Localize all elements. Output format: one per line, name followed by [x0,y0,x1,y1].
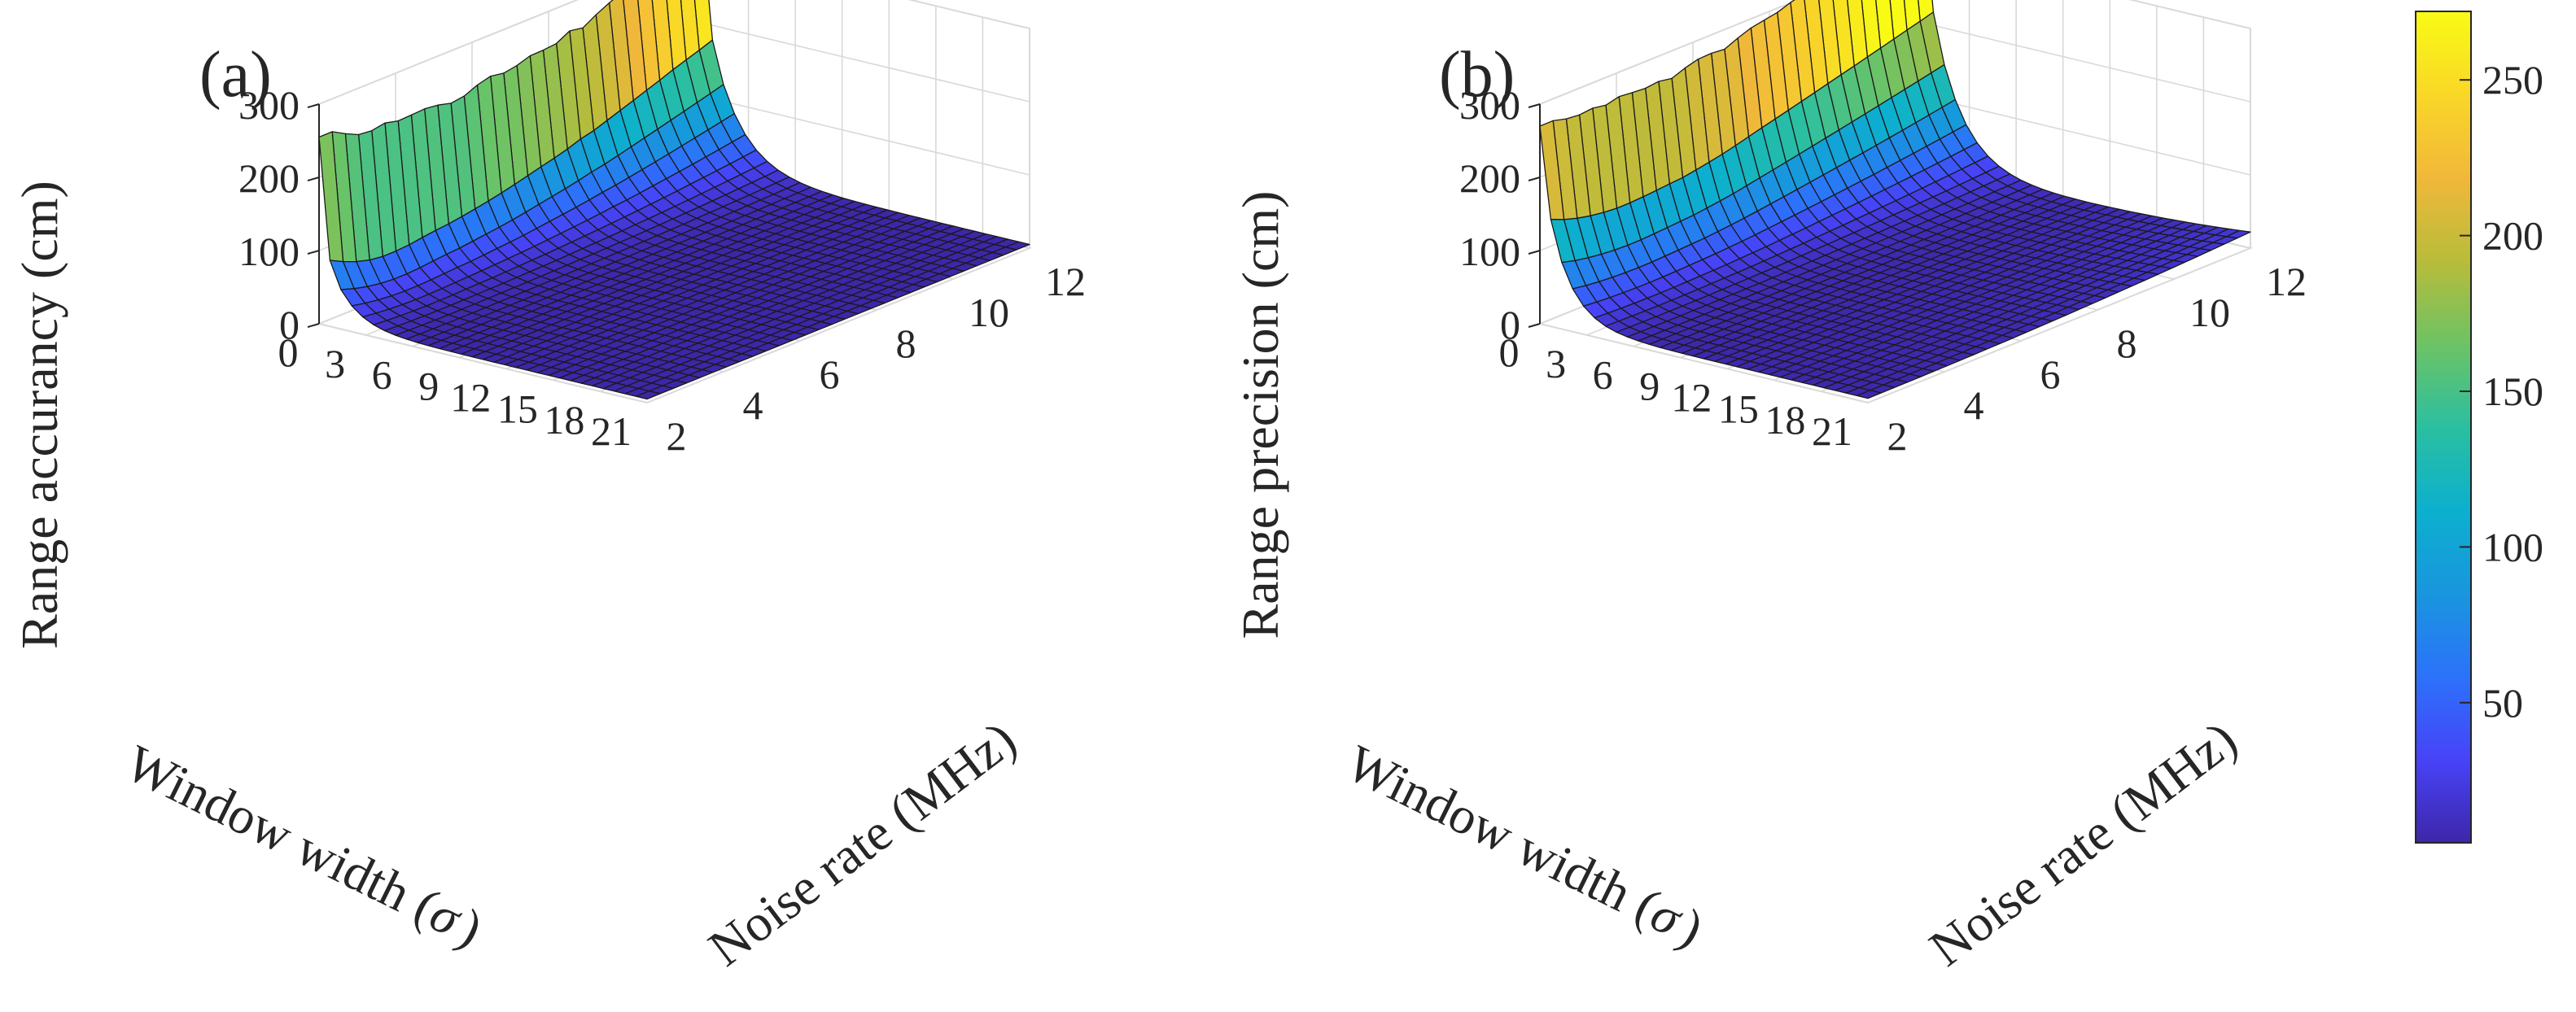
x-tick-label: 3 [325,341,345,386]
panel-b-surface [1539,0,2251,399]
x-tick-label: 12 [450,374,491,420]
z-tick-mark [307,177,320,181]
z-tick-label: 200 [238,155,300,201]
colorbar-ticks: 50 100 150 200 250 [2460,57,2543,726]
surface-patch [1856,390,1882,399]
z-tick-label: 100 [1459,229,1520,274]
panel-b-x-ticks: 0 3 6 9 12 15 18 21 [1499,329,1853,454]
x-tick-label: 18 [1765,397,1805,443]
z-tick-label: 0 [1500,302,1520,347]
x-tick-label: 3 [1546,341,1566,386]
z-tick-mark [1528,177,1541,181]
surface-patch [635,390,661,400]
colorbar-bar [2415,11,2472,844]
z-tick-label: 100 [238,229,300,274]
y-tick-label: 6 [820,351,840,397]
x-tick-label: 15 [1718,386,1759,431]
colorbar-tick-label: 250 [2482,57,2543,103]
z-tick-mark [1528,103,1541,108]
colorbar: 50 100 150 200 250 [2415,11,2543,844]
panel-a-z-axis-label: Range accurancy (cm) [11,181,68,649]
z-tick-mark [1528,323,1541,328]
x-tick-label: 9 [418,364,439,409]
colorbar-tick-label: 100 [2482,524,2543,569]
z-tick-mark [307,103,320,108]
panel-a-y-ticks: 2 4 6 8 10 12 [667,259,1087,459]
y-tick-label: 4 [743,382,763,428]
y-tick-label: 6 [2040,351,2061,397]
x-tick-label: 21 [591,408,632,454]
panel-a-label: (a) [199,39,272,111]
x-tick-label: 0 [278,329,299,375]
x-tick-label: 18 [544,397,584,443]
colorbar-tick-label: 50 [2482,680,2523,726]
x-tick-label: 6 [1593,352,1613,398]
z-tick-label: 300 [1459,82,1520,128]
colorbar-tick-label: 200 [2482,213,2543,259]
z-tick-mark [1528,250,1541,255]
panel-b-y-ticks: 2 4 6 8 10 12 [1887,259,2307,459]
y-tick-label: 8 [2117,321,2137,366]
z-tick-mark [307,250,320,255]
x-tick-label: 15 [497,386,538,431]
panel-b-label: (b) [1439,39,1515,111]
y-tick-label: 2 [667,413,687,459]
panel-a-x-ticks: 0 3 6 9 12 15 18 21 [278,329,632,454]
panel-a-z-ticks: 0 100 200 300 [238,82,320,347]
x-tick-label: 9 [1639,364,1660,409]
x-tick-label: 6 [372,352,392,398]
colorbar-tick-label: 150 [2482,369,2543,414]
y-tick-label: 2 [1887,413,1908,459]
x-tick-label: 21 [1812,408,1852,454]
z-tick-mark [307,323,320,328]
y-tick-label: 10 [2189,290,2230,335]
z-tick-label: 200 [1459,155,1520,201]
panel-a-surface [318,0,1030,400]
panel-b-z-axis-label: Range precision (cm) [1231,191,1289,639]
y-tick-label: 4 [1964,382,1984,428]
y-tick-label: 10 [969,290,1009,335]
z-tick-label: 0 [279,302,300,347]
y-tick-label: 12 [2266,259,2307,304]
z-tick-label: 300 [238,82,300,128]
panel-b-z-ticks: 0 100 200 300 [1459,82,1541,347]
x-tick-label: 0 [1499,329,1520,375]
y-tick-label: 8 [896,321,916,366]
y-tick-label: 12 [1045,259,1086,304]
x-tick-label: 12 [1671,374,1712,420]
